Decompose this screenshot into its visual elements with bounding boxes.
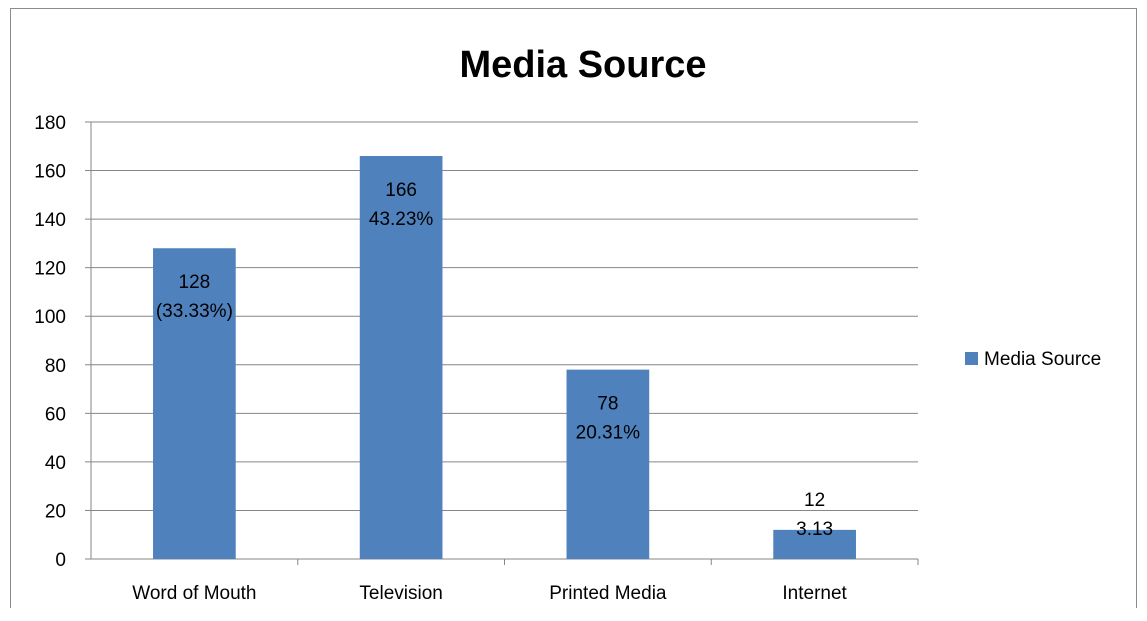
chart-title: Media Source [459,44,706,86]
legend: Media Source [965,349,1101,370]
y-tick-label: 80 [45,356,66,377]
y-tick-label: 100 [34,307,66,328]
legend-swatch [965,352,978,365]
data-label: 166 [385,180,417,201]
data-label: 3.13 [796,519,833,540]
axes: 0 20 40 60 80 100 120 140 160 180 Word of Mouth Tel… [34,113,919,604]
x-tick-label: Word of Mouth [132,583,256,604]
x-tick-label: Internet [782,583,847,604]
y-tick-label: 180 [34,113,66,134]
y-tick-label: 0 [55,550,66,571]
y-tick-label: 40 [45,453,66,474]
y-tick-label: 20 [45,501,66,522]
legend-label: Media Source [984,349,1101,370]
y-tick-label: 160 [34,162,66,183]
data-label: 20.31% [576,423,641,444]
y-tick-label: 140 [34,210,66,231]
data-label: (33.33%) [156,301,233,322]
bar-internet [773,529,856,559]
x-tick-label: Television [359,583,442,604]
y-tick-label: 60 [45,404,66,425]
bar-television [359,155,443,559]
y-tick-label: 120 [34,259,66,280]
data-label: 12 [804,490,825,511]
x-tick-label: Printed Media [549,583,667,604]
data-labels: 128 (33.33%) 166 43.23% 78 20.31% 12 3.13 [156,180,833,540]
bar-printed-media [566,369,650,559]
bar-word-of-mouth [153,248,236,559]
data-label: 43.23% [369,209,434,230]
data-label: 78 [597,394,618,415]
bars [153,155,856,559]
data-label: 128 [179,272,211,293]
